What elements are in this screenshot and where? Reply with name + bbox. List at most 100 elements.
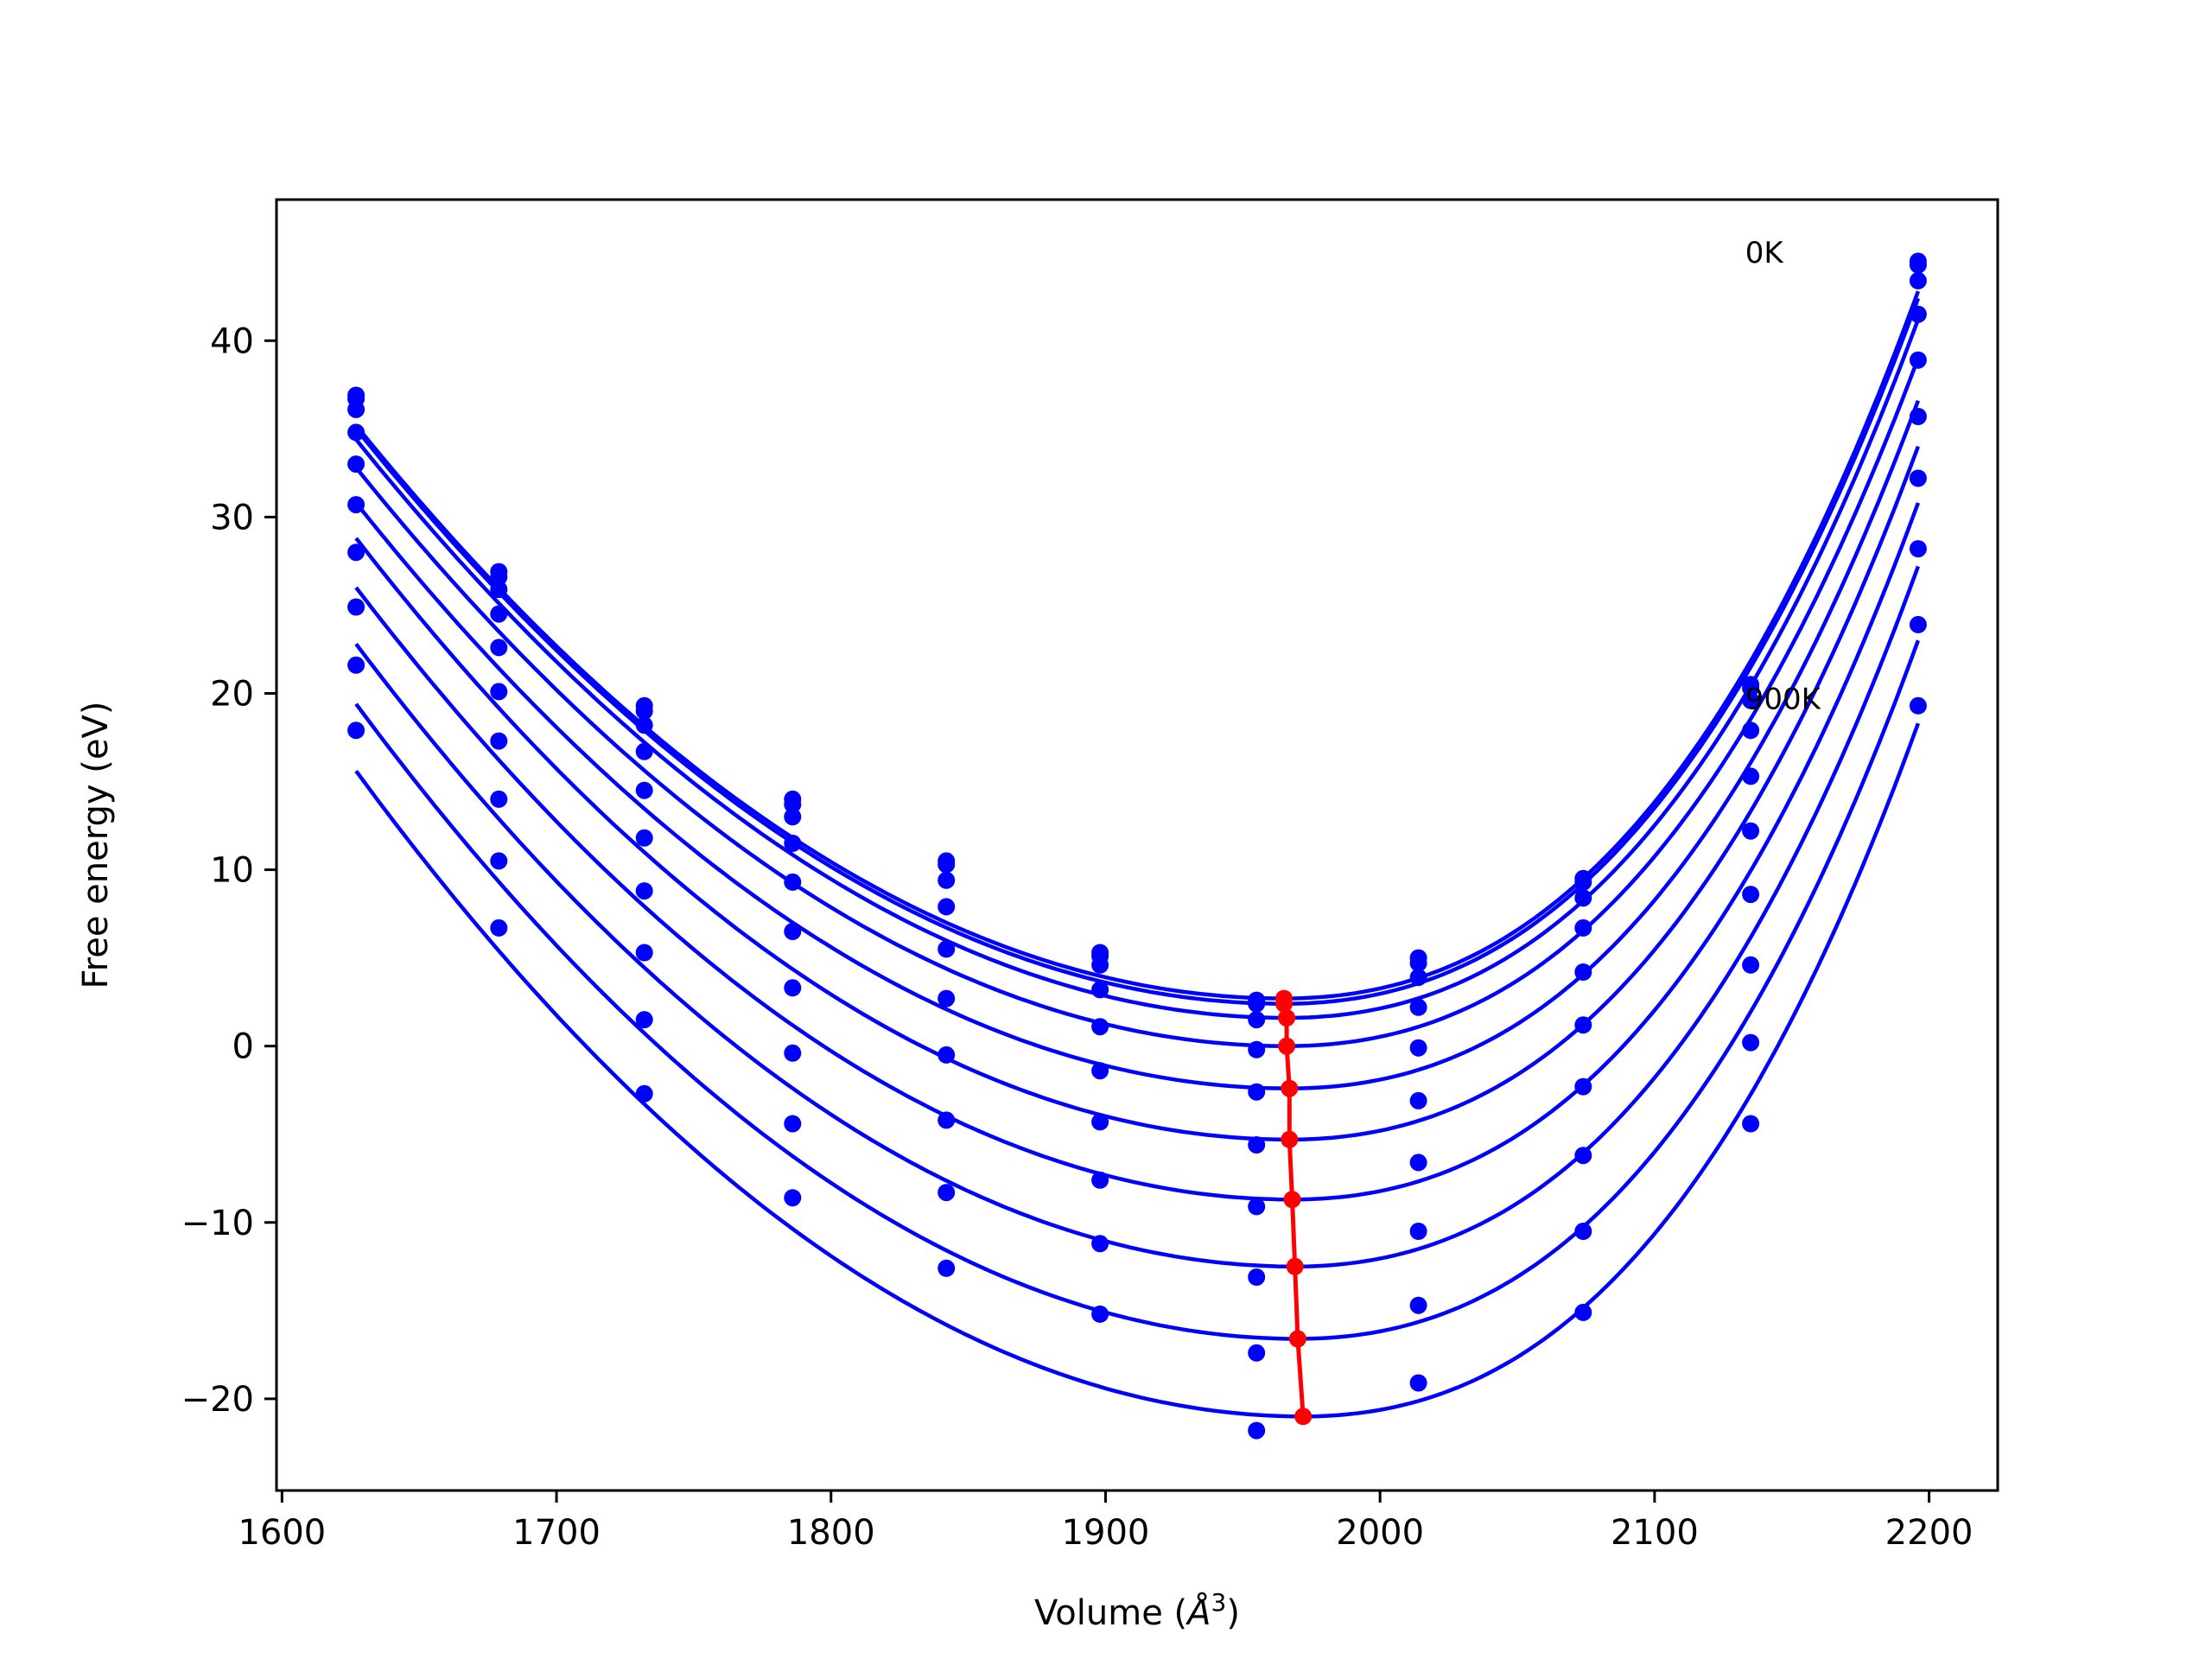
data-point [1574,1303,1592,1321]
data-point [1909,271,1927,289]
data-point [784,835,802,852]
data-point [1742,1115,1760,1133]
data-point [1409,969,1427,987]
data-point [1409,1296,1427,1314]
data-point [784,808,802,826]
data-point [1574,1016,1592,1034]
data-point [490,683,508,701]
data-point [938,871,956,889]
annotations: 0K 900K [1745,236,1822,716]
data-point [490,605,508,623]
data-point [1091,1113,1109,1131]
data-point [1909,305,1927,323]
data-point [1248,1040,1266,1058]
data-point [1742,767,1760,785]
data-point [635,716,653,734]
data-point [635,1011,653,1029]
data-point [1248,1268,1266,1286]
data-point [1409,1154,1427,1172]
fit-curve-9 [354,722,1921,1419]
data-point [1091,956,1109,974]
data-point [1742,822,1760,840]
data-point [1909,469,1927,487]
data-point [347,455,365,474]
y-tick-label: 30 [210,498,254,537]
data-point [490,732,508,750]
annotation-label: 0K [1745,236,1785,270]
data-point [938,1259,956,1277]
data-point [1248,1344,1266,1362]
data-point [1409,1223,1427,1240]
data-point [1091,1062,1109,1080]
data-point [938,1046,956,1064]
y-axis-ticks: −20 −10 0 10 20 30 40 [181,321,276,1420]
fit-curve-7 [354,565,1921,1269]
data-point [938,1111,956,1129]
data-point [347,656,365,674]
data-point [1248,1011,1266,1029]
data-point [784,923,802,940]
data-point [1742,886,1760,904]
data-point [490,568,508,586]
data-point [347,496,365,514]
data-point [1248,995,1266,1013]
x-tick-label: 2100 [1611,1513,1699,1553]
data-point [635,702,653,720]
minimum-point [1278,1037,1296,1055]
data-point [347,423,365,442]
data-point [635,882,653,900]
data-point [1909,408,1927,425]
data-point [938,855,956,874]
fit-curve-4 [354,399,1921,1090]
data-point [1248,1198,1266,1216]
data-point [1574,889,1592,907]
fit-curve-5 [354,445,1921,1142]
fit-curves [354,290,1921,1419]
data-point [938,989,956,1007]
data-point [347,721,365,740]
x-tick-label: 1600 [238,1513,326,1553]
data-point [635,742,653,760]
data-point [1574,873,1592,891]
data-point [1574,963,1592,981]
equilibrium-minima [1275,989,1313,1426]
data-point [1574,918,1592,937]
data-point [1409,1039,1427,1057]
data-point [1574,1223,1592,1240]
minimum-point [1281,1079,1299,1097]
data-point [1574,1147,1592,1165]
annotation-label: 900K [1745,683,1822,717]
x-axis-ticks: 1600 1700 1800 1900 2000 2100 2200 [238,1491,1973,1553]
y-axis-label: Free energy (eV) [76,702,116,989]
data-point [1909,351,1927,369]
data-point [635,829,653,847]
data-point [784,979,802,997]
data-point [1409,1374,1427,1392]
fit-curve-6 [354,502,1921,1202]
data-point [784,1115,802,1133]
data-point [1409,1091,1427,1109]
data-point [347,543,365,562]
x-tick-label: 1700 [512,1513,601,1553]
data-point [347,598,365,616]
data-point [1742,679,1760,697]
minimum-point [1275,995,1293,1013]
fit-curve-3 [354,357,1921,1048]
data-point [1248,1421,1266,1440]
fit-curve-2 [354,319,1921,1020]
data-point [490,639,508,657]
data-point [1909,256,1927,274]
fit-curve-1 [354,297,1921,1006]
data-point [784,873,802,891]
data-point [1091,1171,1109,1189]
data-point [490,790,508,808]
y-tick-label: −20 [181,1380,254,1420]
x-tick-label: 1900 [1062,1513,1150,1553]
x-axis-label: Volume (Å3) [1034,1588,1240,1634]
data-point [1248,1083,1266,1101]
data-point [1742,691,1760,709]
data-point [635,1084,653,1103]
fit-curve-0 [354,290,1921,1001]
data-point [1909,615,1927,633]
data-point [1909,540,1927,558]
